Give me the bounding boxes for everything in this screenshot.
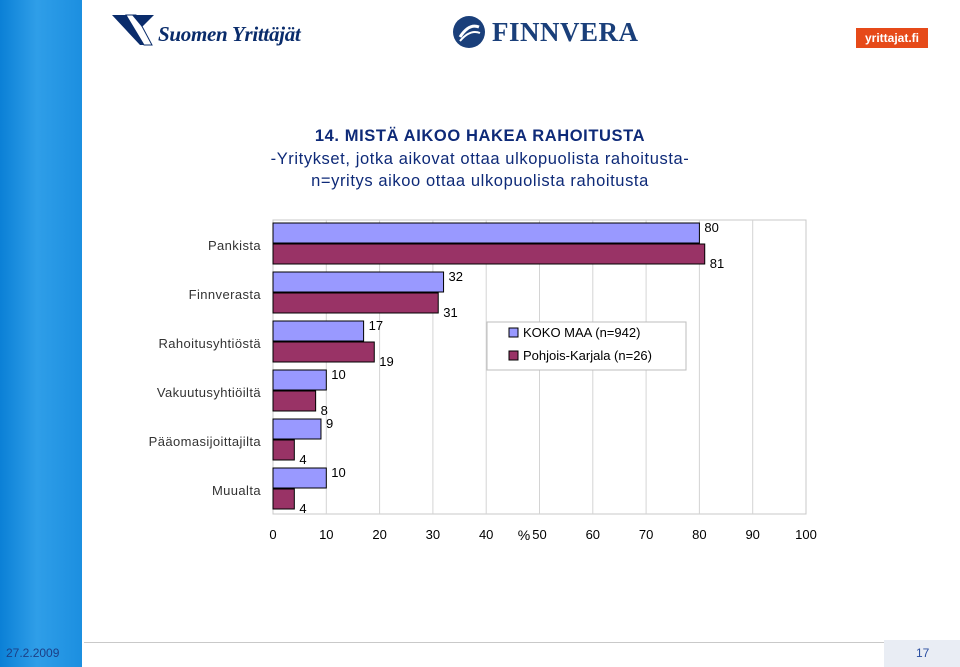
bar [272,243,706,265]
data-label: 10 [331,465,345,480]
data-label: 8 [321,403,328,418]
finnvera-logo: FINNVERA [452,14,639,50]
bar [272,341,375,363]
finnvera-mark-icon [453,16,485,48]
legend-swatch [508,327,519,338]
category-labels: Pankista Finnverasta Rahoitusyhtiöstä Vakuu… [149,238,262,498]
x-tick-label: 50 [532,527,546,542]
x-tick-label: 100 [795,527,817,542]
data-label: 4 [299,452,306,467]
legend-swatch [508,350,519,361]
page-number-box [884,640,960,667]
category-label: Rahoitusyhtiöstä [158,336,261,351]
category-label: Pankista [208,238,261,253]
data-label: 10 [331,367,345,382]
category-label: Muualta [212,483,261,498]
suomen-yrittajat-logo: Suomen Yrittäjät [112,12,301,48]
category-label: Finnverasta [189,287,262,302]
bar [272,222,700,244]
x-axis-label: % [518,527,530,543]
chart-legend: KOKO MAA (n=942) Pohjois-Karjala (n=26) [486,321,687,371]
page-number: 17 [916,646,930,660]
data-label: 9 [326,416,333,431]
x-tick-label: 90 [745,527,759,542]
bar [272,320,365,342]
data-label: 31 [443,305,457,320]
category-label: Vakuutusyhtiöiltä [157,385,261,400]
bar [272,271,445,293]
data-label: 80 [704,220,718,235]
bar [272,439,295,461]
category-label: Pääomasijoittajilta [149,434,262,449]
x-tick-label: 60 [586,527,600,542]
data-label: 4 [299,501,306,516]
data-label: 19 [379,354,393,369]
suomen-yrittajat-mark-icon [112,14,154,46]
x-tick-label: 70 [639,527,653,542]
x-tick-label: 40 [479,527,493,542]
x-tick-label: 10 [319,527,333,542]
left-decor-bar [0,0,82,667]
title-line-3: n=yritys aikoo ottaa ulkopuolista rahoit… [311,172,649,190]
suomen-yrittajat-logo-text: Suomen Yrittäjät [158,21,301,46]
legend-box [486,321,687,371]
yrittajat-fi-logo: yrittajat.fi [856,28,928,48]
bar [272,467,327,489]
data-label: 17 [369,318,383,333]
title-line-2: -Yritykset, jotka aikovat ottaa ulkopuol… [270,149,690,168]
slide-title: 14. MISTÄ AIKOO HAKEA RAHOITUSTA -Yrityk… [200,125,760,193]
bar [272,390,317,412]
footer-divider [84,642,960,643]
x-tick-label: 20 [372,527,386,542]
bar [272,488,295,510]
footer-date: 27.2.2009 [6,646,60,660]
x-tick-labels: 0 10 20 30 40 50 60 70 80 90 100 [269,527,816,542]
legend-entry: KOKO MAA (n=942) [523,325,640,340]
bar [272,418,322,440]
legend-entry: Pohjois-Karjala (n=26) [523,348,652,363]
bar [272,369,327,391]
data-label: 81 [710,256,724,271]
bar [272,292,439,314]
x-tick-label: 80 [692,527,706,542]
x-tick-label: 0 [269,527,276,542]
data-label: 32 [449,269,463,284]
finnvera-logo-text: FINNVERA [492,16,639,47]
title-line-1: 14. MISTÄ AIKOO HAKEA RAHOITUSTA [314,127,646,145]
x-tick-label: 30 [426,527,440,542]
chart-bars: 80 81 32 31 17 19 10 89 4 10 4 [272,220,724,516]
